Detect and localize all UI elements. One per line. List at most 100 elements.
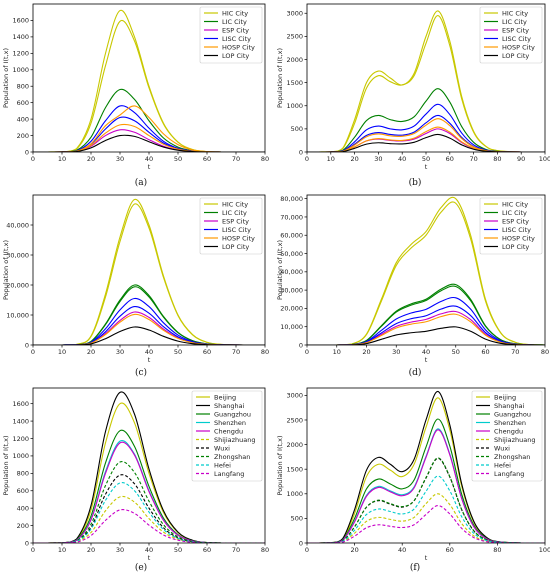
- x-axis-label: t: [425, 163, 428, 171]
- x-tick-label: 0: [305, 546, 309, 554]
- legend-entry: Chengdu: [494, 427, 523, 435]
- legend-entry: HIC City: [502, 9, 528, 17]
- x-tick-label: 20: [87, 155, 95, 163]
- y-axis-label: Population of I(t,x): [276, 48, 284, 108]
- legend-entry: Shanghai: [214, 402, 245, 410]
- x-tick-label: 10: [58, 546, 66, 554]
- legend-entry: LISC City: [222, 226, 251, 234]
- x-tick-label: 20: [350, 546, 358, 554]
- y-tick-label: 400: [17, 115, 29, 123]
- legend-entry: HOSP City: [502, 43, 535, 51]
- y-axis-label: Population of I(t,x): [2, 240, 10, 300]
- x-tick-label: 20: [362, 348, 370, 356]
- x-tick-label: 20: [87, 546, 95, 554]
- series-line-hefei: [33, 482, 265, 543]
- y-tick-label: 200: [17, 132, 29, 140]
- legend-entry: LOP City: [222, 243, 249, 251]
- legend-entry: Langfang: [214, 470, 244, 478]
- legend-entry: ESP City: [502, 217, 529, 225]
- caption-f: (f): [410, 562, 420, 573]
- x-tick-label: 60: [203, 348, 211, 356]
- legend-entry: HOSP City: [222, 43, 255, 51]
- chart-panel-a: 0 10 20 30 40 50 60 70 8002004006008001000120014…: [2, 3, 269, 171]
- legend-entry: Hefei: [214, 461, 231, 469]
- series-line-lic-city: [33, 88, 265, 152]
- series-line-lop-city: [33, 134, 265, 152]
- x-tick-label: 20: [87, 348, 95, 356]
- y-tick-label: 1000: [286, 102, 303, 110]
- chart-panel-e: 0 10 20 30 40 50 60 70 8002004006008001000120014…: [2, 387, 269, 562]
- y-tick-label: 1500: [286, 79, 303, 87]
- series-line-esp-city: [33, 129, 265, 152]
- legend-entry: HIC City: [222, 9, 248, 17]
- legend-entry: ESP City: [222, 217, 249, 225]
- series-line-unlabeled-1: [307, 15, 545, 152]
- x-tick-label: 10: [327, 155, 335, 163]
- y-tick-label: 500: [291, 515, 303, 523]
- series-line-lic-city: [307, 88, 545, 152]
- x-tick-label: 60: [446, 155, 454, 163]
- y-tick-label: 20,000: [280, 305, 303, 313]
- legend-entry: HOSP City: [502, 234, 535, 242]
- x-tick-label: 40: [145, 155, 153, 163]
- x-tick-label: 0: [305, 155, 309, 163]
- y-tick-label: 1400: [12, 417, 29, 425]
- legend-entry: Guangzhou: [214, 410, 251, 418]
- x-tick-label: 80: [493, 155, 501, 163]
- y-tick-label: 1200: [12, 50, 29, 58]
- y-tick-label: 1600: [12, 17, 29, 25]
- legend-entry: Zhongshan: [214, 453, 250, 461]
- legend-entry: LISC City: [502, 226, 531, 234]
- legend-entry: LOP City: [502, 52, 529, 60]
- y-tick-label: 40,000: [6, 221, 29, 229]
- x-tick-label: 70: [232, 546, 240, 554]
- x-axis-label: t: [148, 163, 151, 171]
- y-tick-label: 0: [25, 148, 29, 156]
- y-tick-label: 30,000: [280, 286, 303, 294]
- x-tick-label: 80: [493, 546, 501, 554]
- series-line-lisc-city: [33, 297, 265, 345]
- series-line-shanghai: [307, 390, 545, 543]
- y-axis-label: Population of I(t,x): [2, 48, 10, 108]
- y-tick-label: 1200: [12, 435, 29, 443]
- x-tick-label: 80: [261, 348, 269, 356]
- plot-frame: [306, 387, 546, 544]
- y-tick-label: 600: [17, 99, 29, 107]
- series-line-shijiazhuang: [33, 495, 265, 543]
- x-tick-label: 0: [305, 348, 309, 356]
- x-tick-label: 40: [145, 546, 153, 554]
- y-tick-label: 2000: [286, 56, 303, 64]
- x-tick-label: 0: [31, 348, 35, 356]
- chart-panel-b: 0 10 20 30 40 50 60 70 80 90 100050010001500200025…: [276, 3, 550, 171]
- y-tick-label: 2500: [286, 33, 303, 41]
- series-line-langfang: [33, 509, 265, 543]
- legend-entry: LIC City: [502, 18, 527, 26]
- x-tick-label: 40: [398, 546, 406, 554]
- x-tick-label: 30: [116, 155, 124, 163]
- caption-a: (a): [135, 177, 147, 188]
- legend-entry: LISC City: [222, 35, 251, 43]
- x-tick-label: 0: [31, 546, 35, 554]
- caption-b: (b): [409, 177, 422, 188]
- x-tick-label: 10: [58, 348, 66, 356]
- series-line-unlabeled-6: [33, 306, 265, 345]
- y-tick-label: 1000: [12, 66, 29, 74]
- legend-entry: LIC City: [222, 209, 247, 217]
- chart-panel-f: 0 20 40 60 80 100050010001500200025003000tPop…: [276, 387, 550, 562]
- x-tick-label: 100: [539, 155, 550, 163]
- x-tick-label: 60: [446, 546, 454, 554]
- y-tick-label: 60,000: [280, 232, 303, 240]
- y-axis-label: Population of I(t,x): [276, 436, 284, 496]
- series-line-lic-city: [33, 284, 265, 345]
- y-tick-label: 1000: [286, 490, 303, 498]
- series-group: [33, 391, 265, 543]
- legend-entry: Shenzhen: [494, 419, 526, 427]
- x-tick-label: 10: [333, 348, 341, 356]
- x-tick-label: 80: [261, 546, 269, 554]
- x-tick-label: 100: [539, 546, 550, 554]
- legend-entry: ESP City: [502, 26, 529, 34]
- x-tick-label: 80: [541, 348, 549, 356]
- legend: BeijingShanghaiGuangzhouShenzhenChengduS…: [471, 390, 543, 482]
